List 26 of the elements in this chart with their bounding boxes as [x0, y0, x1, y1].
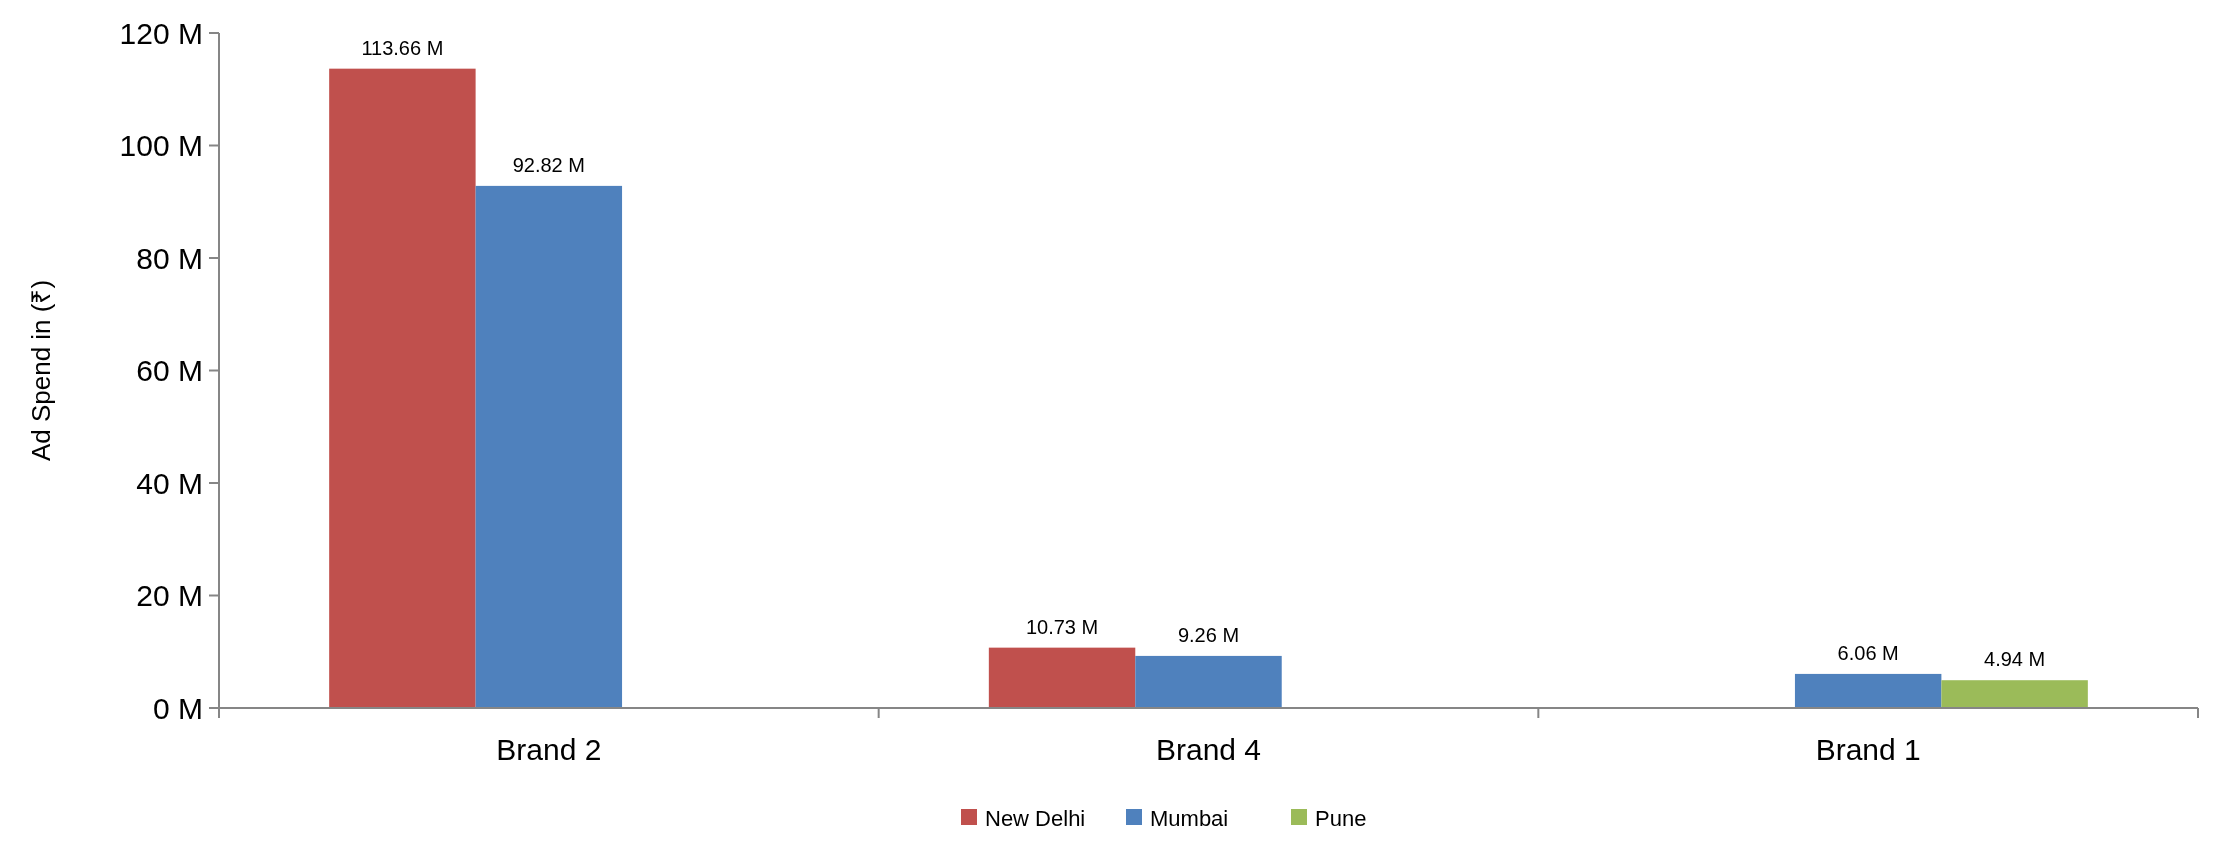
data-label: 6.06 M: [1837, 641, 1899, 664]
data-label: 9.26 M: [1177, 623, 1240, 646]
y-tick-label: 60 M: [136, 354, 203, 387]
bar: [1941, 680, 2088, 708]
x-tick-label: Brand 1: [1815, 733, 1921, 766]
legend-label: Pune: [1315, 805, 1367, 831]
x-tick-label: Brand 4: [1155, 733, 1262, 766]
data-label: 113.66 M: [361, 36, 444, 59]
y-tick-label: 20 M: [136, 579, 203, 612]
data-label: 92.82 M: [512, 153, 585, 176]
y-tick-label: 100 M: [119, 129, 203, 162]
legend-label: New Delhi: [985, 805, 1086, 831]
data-label: 10.73 M: [1025, 615, 1099, 638]
bar: [475, 185, 623, 708]
y-axis-title: Ad Spend in (₹): [26, 279, 56, 462]
x-tick-label: Brand 2: [496, 733, 602, 766]
y-tick-label: 0 M: [152, 691, 203, 725]
bar: [988, 647, 1136, 708]
data-label: 4.94 M: [1984, 648, 2046, 671]
legend-label: Mumbai: [1150, 805, 1229, 831]
y-tick-label: 40 M: [136, 466, 203, 500]
bar: [1135, 655, 1282, 708]
bar: [1794, 673, 1942, 708]
y-tick-label: 120 M: [119, 16, 203, 50]
bar: [329, 68, 476, 708]
y-tick-label: 80 M: [136, 241, 203, 275]
